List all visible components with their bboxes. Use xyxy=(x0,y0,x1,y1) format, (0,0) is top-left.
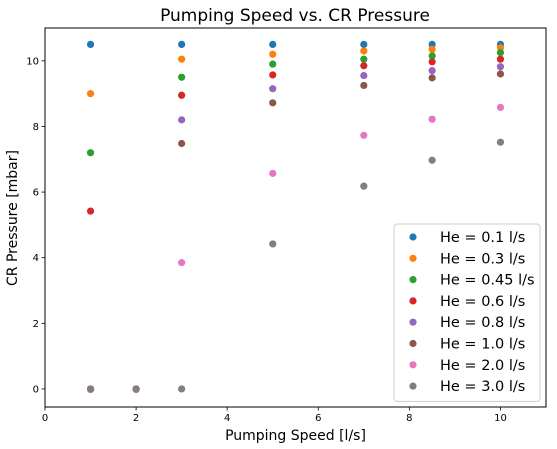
data-point xyxy=(269,40,277,49)
data-point xyxy=(269,50,277,58)
data-point xyxy=(360,131,368,139)
x-tick-label: 8 xyxy=(406,413,412,424)
series-4 xyxy=(86,55,505,215)
data-point xyxy=(360,62,368,70)
data-point xyxy=(496,49,505,57)
data-point xyxy=(428,115,436,123)
data-point xyxy=(86,90,95,98)
legend-entry-label: He = 1.0 l/s xyxy=(440,337,525,353)
data-point xyxy=(178,116,186,124)
legend-entry-label: He = 0.45 l/s xyxy=(440,273,535,289)
x-axis-label: Pumping Speed [l/s] xyxy=(225,428,366,444)
data-point xyxy=(360,47,368,55)
data-point xyxy=(86,207,95,215)
data-point xyxy=(496,70,505,78)
chart-title: Pumping Speed vs. CR Pressure xyxy=(160,6,430,26)
legend-entry-label: He = 0.1 l/s xyxy=(440,230,525,246)
data-point xyxy=(496,55,505,63)
y-tick-label: 4 xyxy=(33,253,39,264)
data-point xyxy=(360,55,368,63)
series-2 xyxy=(86,44,505,98)
data-point xyxy=(86,149,95,157)
data-point xyxy=(428,40,436,49)
data-point xyxy=(269,60,277,68)
y-axis-label: CR Pressure [mbar] xyxy=(5,150,21,286)
data-point xyxy=(178,259,186,267)
legend-marker xyxy=(409,361,417,369)
legend-marker xyxy=(409,276,417,284)
legend-entry-label: He = 0.3 l/s xyxy=(440,251,525,267)
data-point xyxy=(428,58,436,66)
data-point xyxy=(178,385,186,393)
x-tick-label: 6 xyxy=(315,413,321,424)
series-3 xyxy=(86,49,505,157)
data-point xyxy=(496,103,505,112)
legend-entry-label: He = 3.0 l/s xyxy=(440,379,525,395)
y-tick-label: 6 xyxy=(33,188,39,199)
data-point xyxy=(269,85,277,93)
data-point xyxy=(178,55,186,63)
data-point xyxy=(269,71,277,79)
y-tick-label: 2 xyxy=(33,319,39,330)
legend-box xyxy=(393,223,541,402)
data-point xyxy=(269,99,277,107)
legend: He = 0.1 l/s He = 0.3 l/s He = 0.45 l/s He … xyxy=(393,223,541,402)
legend-marker xyxy=(409,297,417,305)
data-point xyxy=(132,385,140,393)
data-point xyxy=(428,156,436,164)
data-point xyxy=(496,138,505,146)
data-point xyxy=(360,81,368,90)
data-point xyxy=(86,385,95,393)
x-tick-label: 4 xyxy=(224,413,230,424)
data-point xyxy=(178,139,186,148)
y-tick-label: 8 xyxy=(33,122,39,133)
data-point xyxy=(428,67,436,75)
data-point xyxy=(360,40,368,49)
x-tick-label: 10 xyxy=(494,413,507,424)
legend-entry-label: He = 0.6 l/s xyxy=(440,294,525,310)
data-point xyxy=(428,45,436,53)
data-point xyxy=(496,44,505,52)
plot-area-frame xyxy=(44,27,547,408)
data-point xyxy=(428,52,436,60)
data-point xyxy=(86,40,95,49)
data-point xyxy=(178,40,186,49)
data-point xyxy=(428,74,436,82)
series-5 xyxy=(86,63,505,393)
y-tick-label: 10 xyxy=(26,56,39,67)
legend-marker xyxy=(409,318,417,326)
legend-entry-label: He = 0.8 l/s xyxy=(440,315,525,331)
data-point xyxy=(269,169,277,177)
legend-marker xyxy=(409,254,417,262)
legend-entry-label: He = 2.0 l/s xyxy=(440,358,525,374)
data-point xyxy=(178,73,186,81)
data-point xyxy=(360,182,368,190)
data-point xyxy=(269,240,277,248)
legend-marker xyxy=(409,339,417,348)
x-tick-label: 0 xyxy=(42,413,48,424)
series-1 xyxy=(86,40,505,49)
legend-marker xyxy=(409,382,417,390)
data-point xyxy=(178,91,186,99)
series-8 xyxy=(86,138,505,393)
legend-marker xyxy=(409,233,417,241)
y-tick-label: 0 xyxy=(33,384,39,395)
x-tick-label: 2 xyxy=(133,413,139,424)
data-point xyxy=(496,63,505,71)
data-point xyxy=(360,71,368,80)
